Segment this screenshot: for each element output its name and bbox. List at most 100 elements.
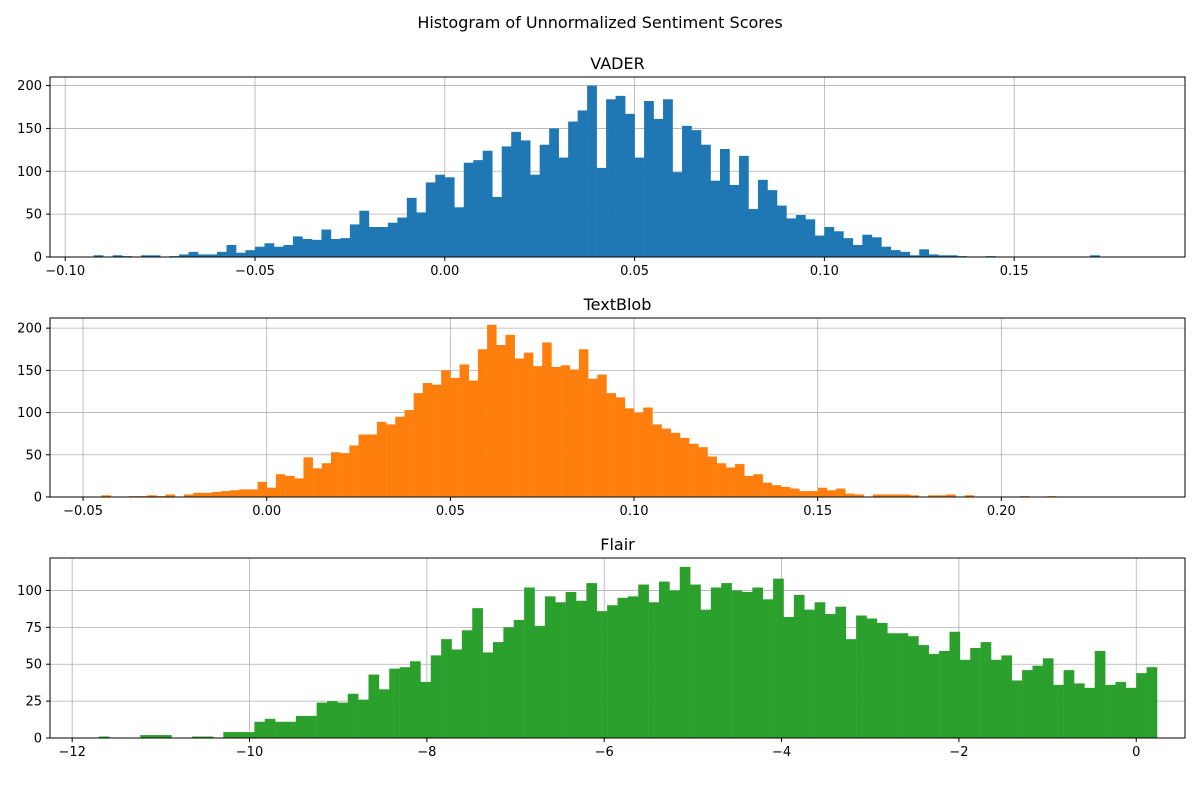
histogram-bar bbox=[716, 463, 727, 497]
histogram-bar bbox=[845, 639, 857, 738]
histogram-bar bbox=[773, 578, 784, 738]
histogram-bar bbox=[1115, 681, 1127, 738]
histogram-bar bbox=[184, 494, 194, 497]
histogram-bar bbox=[887, 633, 898, 738]
histogram-bar bbox=[606, 99, 616, 258]
histogram-bar bbox=[482, 652, 494, 738]
histogram-bar bbox=[530, 174, 540, 257]
histogram-bar bbox=[492, 197, 503, 257]
histogram-bar bbox=[226, 245, 237, 257]
histogram-bar bbox=[990, 659, 1002, 738]
histogram-bar bbox=[303, 457, 313, 497]
y-tick-label: 0 bbox=[34, 491, 42, 506]
histogram-bar bbox=[814, 235, 825, 257]
histogram-bar bbox=[661, 428, 672, 497]
histogram-bar bbox=[202, 492, 212, 497]
histogram-bar bbox=[854, 494, 864, 497]
histogram-bar bbox=[340, 238, 351, 257]
histogram-bar bbox=[606, 393, 616, 497]
y-tick-label: 0 bbox=[34, 732, 42, 747]
histogram-bar bbox=[909, 495, 919, 497]
histogram-bar bbox=[576, 600, 587, 738]
histogram-bar bbox=[505, 334, 515, 497]
histogram-bar bbox=[264, 243, 275, 257]
histogram-bar bbox=[376, 421, 387, 497]
histogram-bar bbox=[856, 615, 867, 738]
histogram-bar bbox=[285, 721, 297, 738]
histogram-bar bbox=[710, 180, 721, 257]
histogram-bar bbox=[1146, 667, 1158, 738]
histogram-bar bbox=[275, 474, 286, 497]
histogram-bar bbox=[634, 412, 644, 497]
y-tick-label: 0 bbox=[34, 251, 42, 266]
histogram-bar bbox=[367, 434, 378, 497]
histogram-bar bbox=[340, 453, 350, 497]
histogram-bar bbox=[347, 693, 359, 738]
histogram-bar bbox=[254, 246, 265, 257]
histogram-bar bbox=[1042, 658, 1054, 738]
histogram-bar bbox=[406, 197, 417, 257]
x-tick-label: 0.05 bbox=[436, 504, 465, 519]
histogram-bar bbox=[295, 715, 307, 738]
histogram-bar bbox=[735, 464, 745, 497]
histogram-bar bbox=[738, 155, 749, 257]
histogram-bar bbox=[198, 254, 208, 257]
histogram-bar bbox=[220, 491, 231, 497]
histogram-bar bbox=[752, 587, 764, 738]
histogram-bar bbox=[939, 650, 950, 738]
histogram-bar bbox=[568, 121, 578, 257]
histogram-bar bbox=[461, 630, 473, 738]
axes-frame bbox=[49, 76, 1186, 258]
subplot-title: Flair bbox=[600, 535, 635, 554]
histogram-bar bbox=[795, 215, 806, 257]
histogram-bar bbox=[725, 467, 736, 497]
histogram-bar bbox=[762, 599, 774, 738]
histogram-bar bbox=[757, 179, 768, 257]
histogram-bar bbox=[817, 487, 828, 497]
histogram-bar bbox=[970, 648, 981, 738]
histogram-bar bbox=[586, 583, 598, 738]
histogram-bar bbox=[900, 251, 911, 257]
histogram-bar bbox=[193, 492, 203, 497]
histogram-bar bbox=[900, 494, 910, 497]
histogram-bar bbox=[273, 246, 284, 257]
histogram-bar bbox=[1053, 684, 1064, 738]
histogram-bar bbox=[306, 715, 317, 738]
histogram-bar bbox=[805, 219, 816, 257]
histogram-bar bbox=[653, 119, 664, 257]
histogram-bar bbox=[316, 702, 328, 738]
histogram-bar bbox=[1125, 687, 1137, 738]
y-tick-label: 200 bbox=[17, 79, 42, 94]
histogram-bar bbox=[607, 605, 618, 738]
histogram-bar bbox=[147, 495, 157, 497]
histogram-bar bbox=[560, 365, 571, 497]
histogram-bar bbox=[670, 432, 681, 497]
histogram-bar bbox=[959, 659, 971, 738]
histogram-bar bbox=[217, 251, 227, 257]
histogram-bar bbox=[1090, 255, 1100, 257]
histogram-bar bbox=[223, 732, 234, 738]
histogram-bar bbox=[625, 113, 635, 257]
histogram-bar bbox=[691, 130, 702, 257]
histogram-bar bbox=[1094, 650, 1106, 738]
histogram-bar bbox=[236, 252, 246, 257]
histogram-bar bbox=[150, 735, 162, 738]
histogram-bar bbox=[918, 645, 930, 738]
histogram-bar bbox=[93, 255, 104, 257]
histogram-bar bbox=[689, 443, 699, 497]
histogram-bar bbox=[551, 366, 561, 497]
histogram-bar bbox=[762, 482, 773, 497]
histogram-bar bbox=[244, 732, 255, 738]
histogram-bar bbox=[544, 596, 556, 738]
histogram-bar bbox=[814, 602, 826, 738]
histogram-bar bbox=[511, 131, 522, 257]
histogram-bar bbox=[753, 474, 763, 497]
histogram-bar bbox=[909, 255, 920, 257]
x-tick-label: 0.15 bbox=[1000, 264, 1029, 279]
histogram-bar bbox=[207, 254, 218, 257]
axes-frame bbox=[49, 317, 1186, 498]
histogram-bar bbox=[824, 614, 836, 738]
histogram-bar bbox=[682, 125, 692, 257]
histogram-bar bbox=[731, 590, 743, 738]
histogram-bar bbox=[477, 349, 488, 497]
